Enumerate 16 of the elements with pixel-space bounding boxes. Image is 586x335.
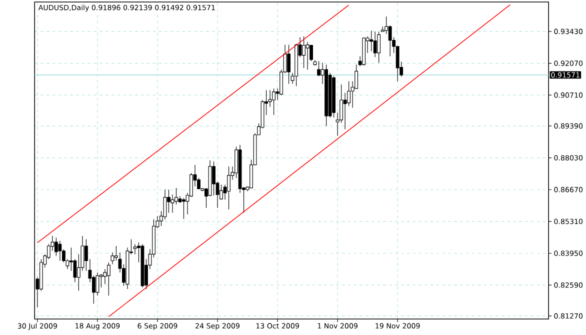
candlestick — [110, 252, 114, 265]
candlestick — [317, 60, 321, 77]
candlestick — [388, 25, 392, 57]
candlestick — [227, 166, 230, 210]
candlestick — [103, 268, 107, 285]
candlestick — [306, 42, 310, 70]
candlestick — [170, 194, 174, 214]
candlestick — [182, 198, 186, 220]
candlestick — [373, 31, 377, 58]
candlestick — [302, 36, 306, 68]
candlestick — [377, 32, 381, 64]
candlestick — [272, 88, 276, 116]
candlestick — [287, 44, 290, 84]
candlestick — [167, 189, 170, 214]
candlestick — [58, 240, 62, 262]
candlestick — [107, 262, 110, 296]
